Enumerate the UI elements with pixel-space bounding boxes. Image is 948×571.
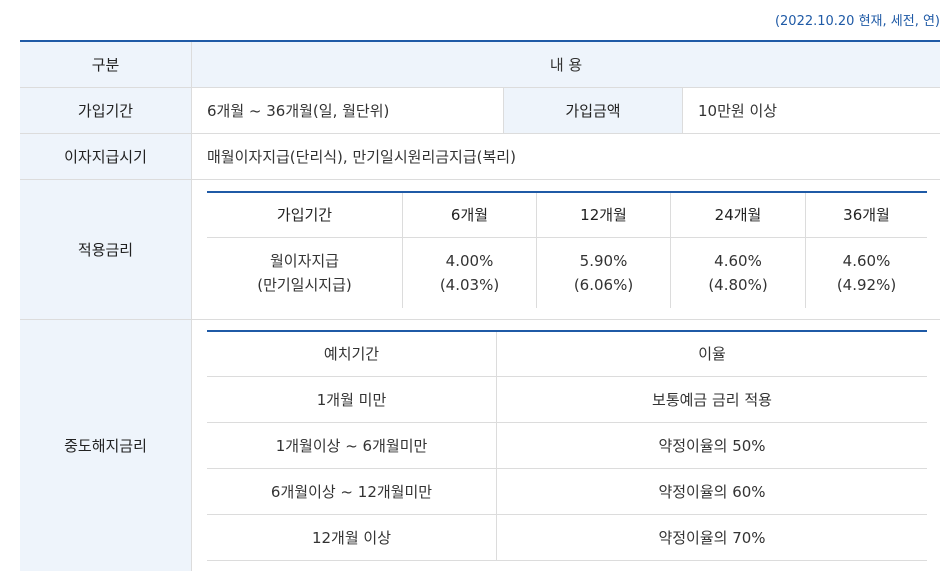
early-row: 6개월이상 ~ 12개월미만 약정이율의 60% bbox=[207, 468, 927, 515]
rate-row: 적용금리 가입기간 6개월 12개월 24개월 36개월 월이자지급 (만기일시… bbox=[20, 179, 940, 320]
rate-row-label-maturity: (만기일시지급) bbox=[257, 275, 352, 294]
rate-24m-maturity: (4.80%) bbox=[708, 275, 768, 294]
early-row: 12개월 이상 약정이율의 70% bbox=[207, 514, 927, 561]
rate-col-36m: 36개월 bbox=[805, 191, 927, 238]
period-label: 가입기간 bbox=[20, 87, 192, 134]
early-row-period: 1개월 미만 bbox=[207, 376, 497, 423]
rate-36m: 4.60% (4.92%) bbox=[805, 237, 927, 308]
interest-payment-value: 매월이자지급(단리식), 만기일시원리금지급(복리) bbox=[191, 133, 940, 180]
early-row-rate: 보통예금 금리 적용 bbox=[496, 376, 927, 423]
early-table-cell: 예치기간 이율 1개월 미만 보통예금 금리 적용 1개월이상 ~ 6개월미만 … bbox=[192, 319, 941, 571]
rate-table-cell: 가입기간 6개월 12개월 24개월 36개월 월이자지급 (만기일시지급) 4… bbox=[191, 179, 940, 320]
rate-value-row: 월이자지급 (만기일시지급) 4.00% (4.03%) 5.90% (6.06… bbox=[207, 237, 927, 308]
rate-24m-monthly: 4.60% bbox=[714, 251, 762, 270]
rate-12m: 5.90% (6.06%) bbox=[536, 237, 671, 308]
reference-date-note: (2022.10.20 현재, 세전, 연) bbox=[774, 14, 940, 29]
rate-24m: 4.60% (4.80%) bbox=[670, 237, 806, 308]
interest-payment-row: 이자지급시기 매월이자지급(단리식), 만기일시원리금지급(복리) bbox=[20, 133, 940, 180]
rate-12m-maturity: (6.06%) bbox=[573, 275, 634, 294]
rate-row-label-monthly: 월이자지급 bbox=[269, 251, 339, 270]
rate-36m-monthly: 4.60% bbox=[842, 251, 891, 270]
early-row: 1개월 미만 보통예금 금리 적용 bbox=[207, 376, 927, 423]
amount-label: 가입금액 bbox=[503, 87, 683, 134]
rate-col-12m: 12개월 bbox=[536, 191, 671, 238]
period-value: 6개월 ~ 36개월(일, 월단위) bbox=[191, 87, 504, 134]
early-row-period: 6개월이상 ~ 12개월미만 bbox=[207, 468, 497, 515]
early-termination-label: 중도해지금리 bbox=[20, 319, 192, 571]
amount-value: 10만원 이상 bbox=[682, 87, 940, 134]
early-termination-row: 중도해지금리 예치기간 이율 1개월 미만 보통예금 금리 적용 1개월이상 ~… bbox=[20, 319, 940, 571]
rate-col-24m: 24개월 bbox=[670, 191, 806, 238]
rate-table: 가입기간 6개월 12개월 24개월 36개월 월이자지급 (만기일시지급) 4… bbox=[207, 190, 927, 308]
rate-row-label: 월이자지급 (만기일시지급) bbox=[207, 238, 403, 308]
period-row: 가입기간 6개월 ~ 36개월(일, 월단위) 가입금액 10만원 이상 bbox=[20, 87, 940, 134]
early-header-row: 예치기간 이율 bbox=[207, 330, 927, 377]
early-row-rate: 약정이율의 50% bbox=[496, 422, 927, 469]
product-info-table: 구분 내 용 가입기간 6개월 ~ 36개월(일, 월단위) 가입금액 10만원… bbox=[20, 40, 940, 571]
rate-header-row: 가입기간 6개월 12개월 24개월 36개월 bbox=[207, 191, 927, 238]
rate-col-6m: 6개월 bbox=[402, 191, 537, 238]
rate-12m-monthly: 5.90% bbox=[579, 251, 628, 270]
early-termination-table: 예치기간 이율 1개월 미만 보통예금 금리 적용 1개월이상 ~ 6개월미만 … bbox=[207, 329, 927, 561]
early-row-period: 12개월 이상 bbox=[207, 514, 497, 561]
rate-6m-monthly: 4.00% bbox=[445, 251, 494, 270]
early-col-period: 예치기간 bbox=[207, 330, 497, 377]
early-row-period: 1개월이상 ~ 6개월미만 bbox=[207, 422, 497, 469]
early-row: 1개월이상 ~ 6개월미만 약정이율의 50% bbox=[207, 422, 927, 469]
content-header: 내 용 bbox=[191, 41, 940, 88]
interest-payment-label: 이자지급시기 bbox=[20, 133, 192, 180]
early-row-rate: 약정이율의 60% bbox=[496, 468, 927, 515]
rate-36m-maturity: (4.92%) bbox=[836, 275, 897, 294]
header-row: 구분 내 용 bbox=[20, 41, 940, 88]
early-row-rate: 약정이율의 70% bbox=[496, 514, 927, 561]
rate-6m: 4.00% (4.03%) bbox=[402, 237, 537, 308]
rate-label: 적용금리 bbox=[20, 179, 192, 320]
category-header: 구분 bbox=[20, 41, 192, 88]
early-col-rate: 이율 bbox=[496, 330, 927, 377]
rate-6m-maturity: (4.03%) bbox=[439, 275, 500, 294]
rate-col-period: 가입기간 bbox=[207, 191, 403, 238]
